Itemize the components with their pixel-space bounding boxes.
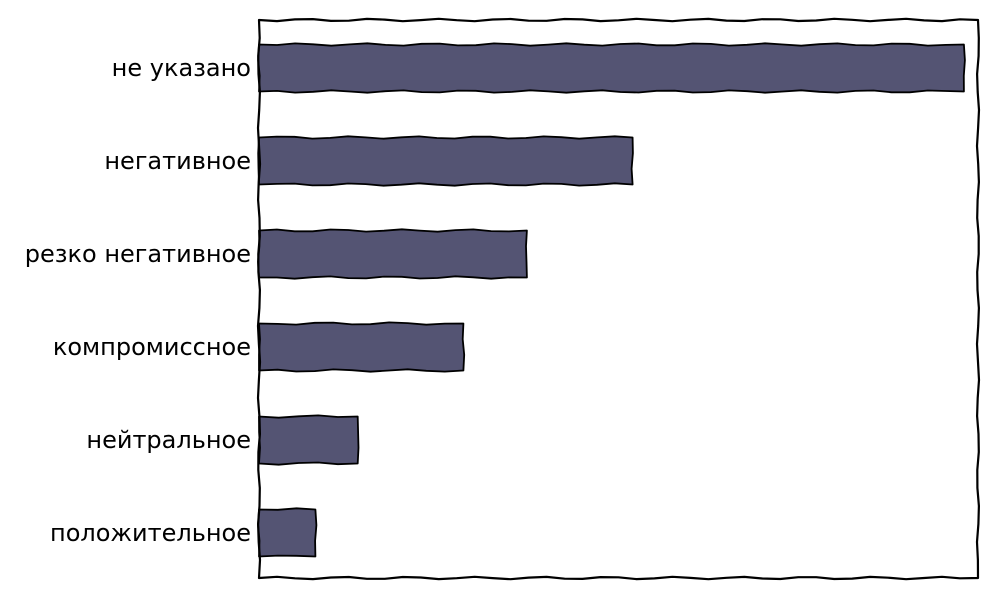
bar-4: [258, 321, 466, 373]
category-label: резко негативное: [25, 240, 251, 268]
category-label: негативное: [104, 147, 251, 175]
plot-frame: [256, 17, 981, 581]
category-label: не указано: [112, 54, 251, 82]
bar-3: [257, 228, 528, 280]
bars-layer: [257, 42, 966, 558]
bar-6: [257, 507, 318, 558]
bar-5: [258, 414, 360, 466]
bar-2: [257, 135, 634, 187]
category-label: нейтральное: [86, 426, 251, 454]
bar-1: [257, 42, 966, 94]
category-labels: не указано негативное резко негативное комп…: [25, 54, 251, 547]
category-label: положительное: [50, 519, 251, 547]
category-label: компромиссное: [53, 333, 251, 361]
